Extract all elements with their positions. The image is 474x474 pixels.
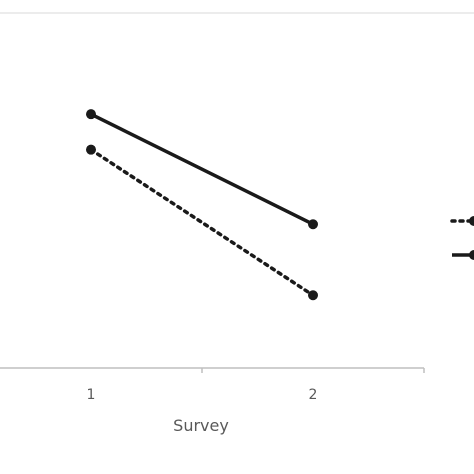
series-line [89, 147, 315, 297]
legend-marker [469, 216, 474, 226]
series-layer [86, 109, 318, 301]
series-line [90, 112, 314, 226]
x-tick-label: 2 [309, 387, 318, 403]
legend [450, 216, 474, 260]
x-tick-label: 1 [87, 387, 96, 403]
series-dotted [86, 144, 318, 301]
x-axis-ticks [201, 368, 425, 373]
data-point [86, 109, 96, 120]
data-point [308, 219, 318, 230]
legend-entry-solid [452, 250, 474, 260]
series-solid [86, 109, 318, 230]
data-point [308, 290, 318, 301]
legend-marker [469, 250, 474, 260]
x-axis-title: Survey [173, 416, 229, 435]
legend-entry-dotted [450, 216, 474, 226]
data-point [86, 144, 96, 155]
